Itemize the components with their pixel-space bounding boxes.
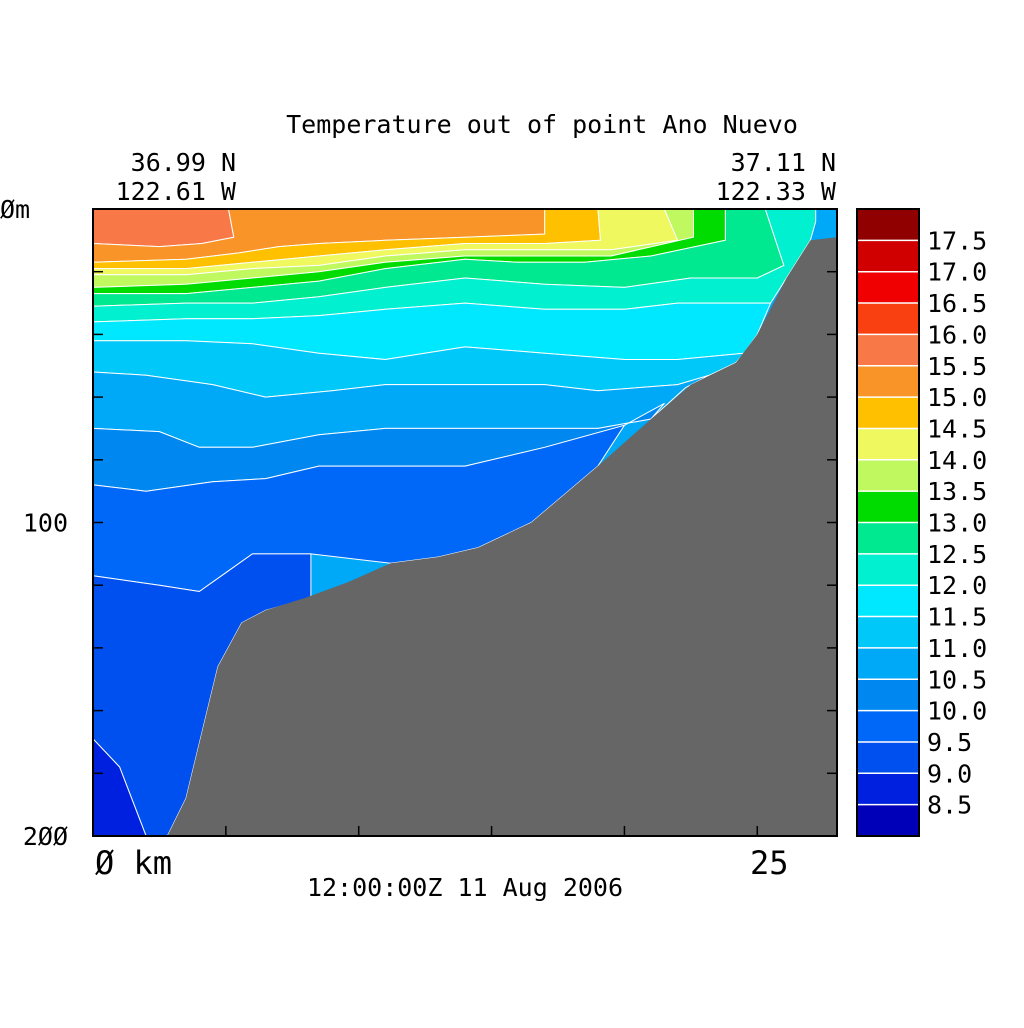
- colorbar-label: 14.5: [927, 414, 987, 443]
- colorbar-frame: [856, 208, 920, 837]
- colorbar-label: 9.5: [927, 728, 972, 757]
- right-location-lon: 122.33 W: [716, 177, 837, 206]
- colorbar-swatch: [857, 553, 919, 586]
- colorbar-swatch: [857, 773, 919, 806]
- colorbar-label: 12.0: [927, 571, 987, 600]
- colorbar-swatch: [857, 710, 919, 743]
- bathymetry-layer: [167, 237, 837, 836]
- colorbar-swatch: [857, 585, 919, 618]
- plot-area: [92, 208, 838, 837]
- y-axis-labels: Øm 100 2ØØ: [0, 195, 68, 851]
- colorbar-swatch: [857, 491, 919, 523]
- colorbar-label: 14.0: [927, 446, 987, 475]
- colorbar-label: 11.5: [927, 603, 987, 632]
- right-location-lat: 37.11 N: [731, 148, 836, 177]
- colorbar-label: 17.5: [927, 226, 987, 255]
- left-location-lat: 36.99 N: [131, 148, 236, 177]
- colorbar-label: 11.0: [927, 634, 987, 663]
- colorbar-label: 16.5: [927, 289, 987, 318]
- chart-title: Temperature out of point Ano Nuevo: [286, 110, 798, 139]
- colorbar-swatch: [857, 522, 919, 555]
- colorbar-swatch: [857, 741, 919, 774]
- colorbar-label: 8.5: [927, 791, 972, 820]
- colorbar-label: 16.0: [927, 320, 987, 349]
- colorbar-label: 10.5: [927, 665, 987, 694]
- colorbar-swatch: [857, 271, 919, 304]
- y-axis-label: 2ØØ: [23, 822, 68, 851]
- temperature-bands: [92, 208, 817, 837]
- timestamp: 12:00:00Z 11 Aug 2006: [307, 873, 623, 902]
- x-axis-label: Ø km: [95, 844, 172, 882]
- colorbar-label: 17.0: [927, 258, 987, 287]
- colorbar-label: 10.0: [927, 697, 987, 726]
- x-axis-label: 25: [750, 844, 789, 882]
- colorbar-swatch: [857, 647, 919, 680]
- colorbar-swatch: [857, 365, 919, 398]
- colorbar-swatch: [857, 334, 919, 367]
- colorbar-swatch: [857, 459, 919, 492]
- colorbar-swatch: [857, 240, 919, 273]
- axis-ticks: [92, 208, 837, 837]
- colorbar-swatch: [857, 428, 919, 461]
- colorbar-swatch: [857, 209, 919, 241]
- colorbar-swatch: [857, 616, 919, 649]
- colorbar-swatch: [857, 303, 919, 335]
- colorbar-label: 12.5: [927, 540, 987, 569]
- colorbar: 8.5 9.09.510.0 10.511.011.5 12.012.513.0 13.…: [856, 208, 987, 837]
- colorbar-label: 13.0: [927, 509, 987, 538]
- colorbar-label: 15.5: [927, 352, 987, 381]
- y-axis-label: Øm: [0, 195, 30, 224]
- seafloor-shape: [167, 237, 837, 836]
- y-axis-label: 100: [23, 509, 68, 538]
- colorbar-label: 13.5: [927, 477, 987, 506]
- colorbar-label: 9.0: [927, 759, 972, 788]
- colorbar-swatch: [857, 679, 919, 712]
- colorbar-swatch: [857, 804, 919, 837]
- colorbar-label: 15.0: [927, 383, 987, 412]
- plot-frame: [92, 208, 838, 837]
- left-location-lon: 122.61 W: [116, 177, 237, 206]
- colorbar-swatch: [857, 397, 919, 429]
- x-axis-labels: Ø km 25: [95, 844, 789, 882]
